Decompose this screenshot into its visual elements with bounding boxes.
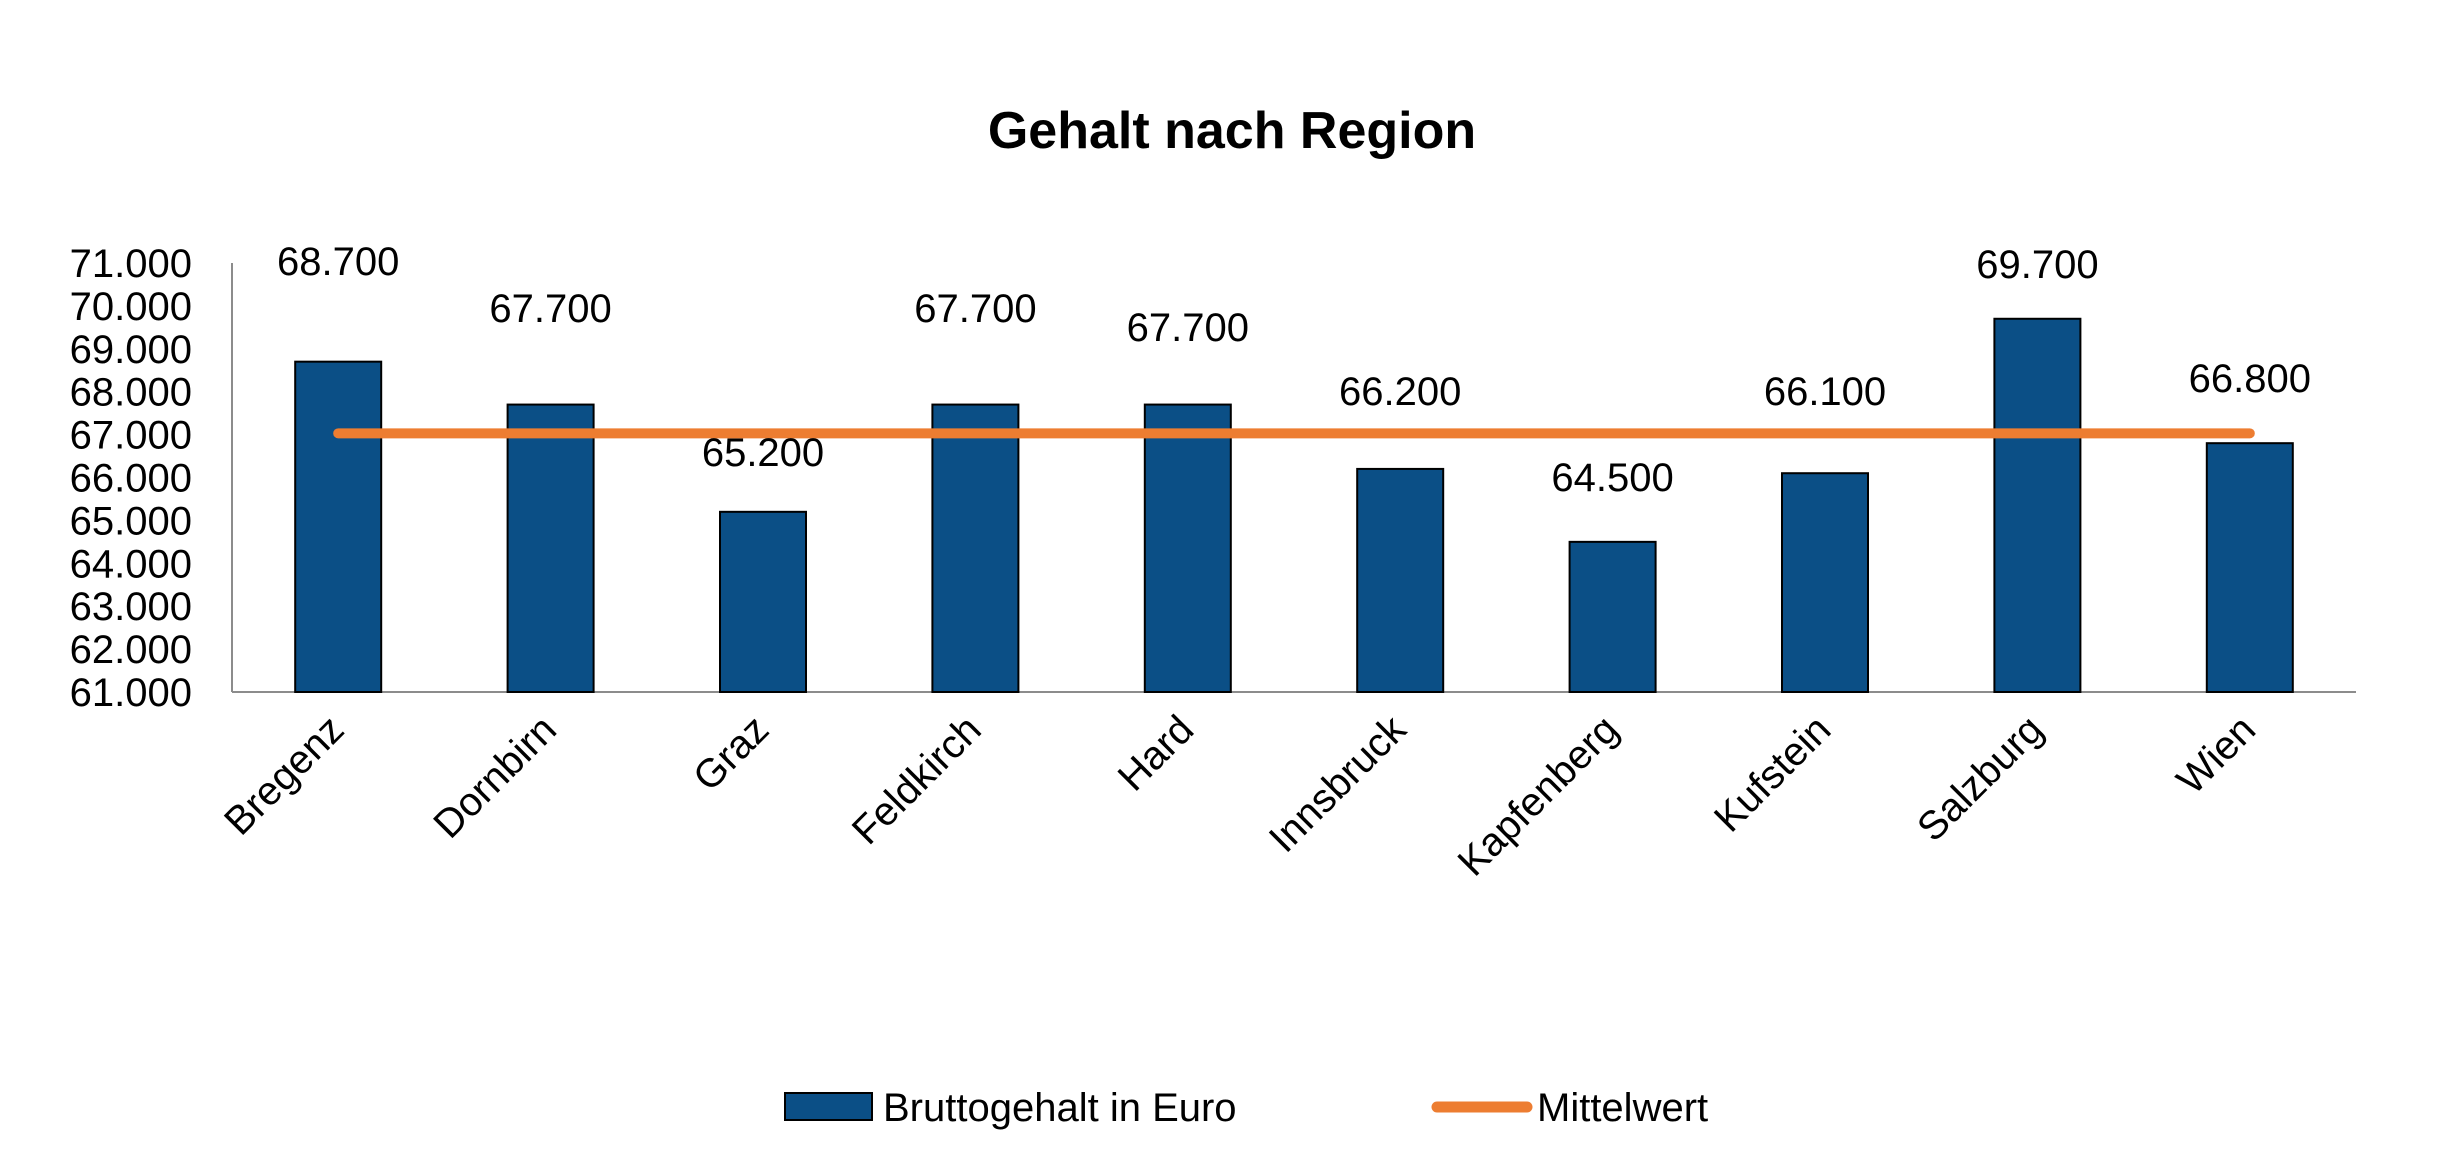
data-label-kufstein: 66.100 <box>1764 370 1886 414</box>
y-tick-label: 63.000 <box>70 585 192 629</box>
data-label-innsbruck: 66.200 <box>1339 370 1461 414</box>
y-axis: 61.00062.00063.00064.00065.00066.00067.0… <box>70 242 233 715</box>
bar-series <box>294 317 2294 694</box>
y-tick-label: 65.000 <box>70 499 192 543</box>
data-label-feldkirch: 67.700 <box>914 287 1036 331</box>
y-tick-label: 61.000 <box>70 671 192 715</box>
legend: Bruttogehalt in Euro Mittelwert <box>784 1086 1708 1130</box>
bar-kapfenberg <box>1568 540 1657 693</box>
y-tick-label: 69.000 <box>70 328 192 372</box>
bar-bregenz <box>294 360 383 693</box>
y-tick-label: 62.000 <box>70 628 192 672</box>
bar-salzburg <box>1993 317 2082 693</box>
bar-feldkirch <box>931 403 1020 693</box>
chart-title: Gehalt nach Region <box>988 102 1476 160</box>
data-label-bregenz: 68.700 <box>277 240 399 284</box>
legend-line-label: Mittelwert <box>1537 1086 1708 1130</box>
data-label-salzburg: 69.700 <box>1976 243 2098 287</box>
y-tick-label: 66.000 <box>70 457 192 501</box>
y-tick-label: 71.000 <box>70 242 192 286</box>
data-label-kapfenberg: 64.500 <box>1551 456 1673 500</box>
legend-bar-label: Bruttogehalt in Euro <box>883 1086 1237 1130</box>
y-tick-label: 70.000 <box>70 285 192 329</box>
data-label-dornbirn: 67.700 <box>489 287 611 331</box>
bar-innsbruck <box>1356 467 1445 694</box>
bar-wien <box>2205 442 2294 693</box>
bar-dornbirn <box>506 403 595 693</box>
data-label-graz: 65.200 <box>702 431 824 475</box>
y-tick-label: 67.000 <box>70 414 192 458</box>
legend-bar-swatch <box>784 1092 873 1121</box>
data-labels: 68.700 67.700 65.200 67.700 67.700 66.200 64.5… <box>277 240 2311 500</box>
bar-hard <box>1143 403 1232 693</box>
data-label-wien: 66.800 <box>2189 357 2311 401</box>
bar-kufstein <box>1781 472 1869 693</box>
y-tick-label: 64.000 <box>70 542 192 586</box>
data-label-hard: 67.700 <box>1127 306 1249 350</box>
y-tick-label: 68.000 <box>70 371 192 415</box>
bar-graz <box>719 510 807 693</box>
